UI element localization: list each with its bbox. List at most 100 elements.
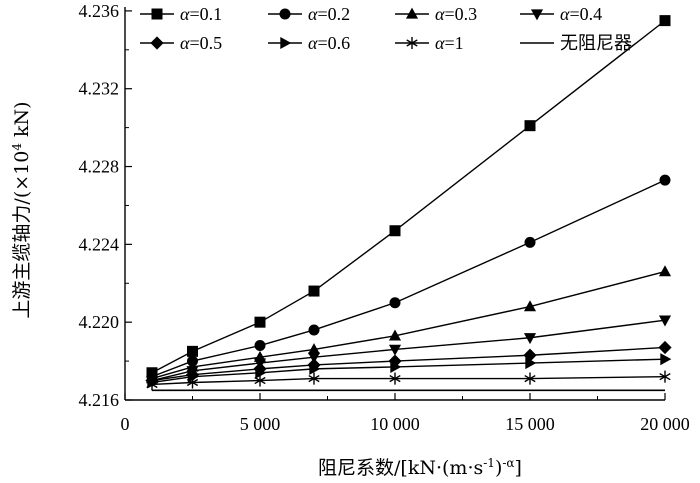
legend-marker <box>151 8 163 20</box>
legend-label-symbol: α <box>435 4 445 24</box>
legend-label-value: =1 <box>444 33 463 53</box>
series-0-point <box>254 316 266 328</box>
x-tick-label: 5 000 <box>240 414 281 434</box>
legend-item-3: α=0.4 <box>520 4 602 24</box>
legend-item-6: α=1 <box>395 33 464 53</box>
x-axis-title-main: 阻尼系数/[kN·(m·s <box>318 457 483 479</box>
series-6-point <box>254 374 266 387</box>
legend-label: α=0.4 <box>560 4 602 24</box>
series-3-point <box>658 315 672 327</box>
series-1-point <box>659 174 671 186</box>
series-5-point <box>255 366 267 379</box>
y-tick-label: 4.228 <box>79 157 120 177</box>
series-1-point <box>254 340 266 352</box>
legend-label: α=1 <box>435 33 464 53</box>
legend-marker <box>530 9 544 21</box>
legend-label-value: =0.1 <box>189 4 222 24</box>
x-tick-label: 10 000 <box>370 414 420 434</box>
legend-item-4: α=0.5 <box>140 33 222 53</box>
legend-label-symbol: α <box>308 4 318 24</box>
series-3-point <box>523 333 537 345</box>
series-4-point <box>523 348 537 362</box>
legend-label-value: 无阻尼器 <box>560 33 632 53</box>
legend-label: α=0.6 <box>308 33 350 53</box>
x-axis-title-sup2: -α <box>502 456 514 470</box>
asterisk-stroke <box>389 374 401 383</box>
series-0-point <box>308 285 320 297</box>
series-2-point <box>307 343 321 355</box>
y-tick-label: 4.224 <box>79 234 120 254</box>
series-0-point <box>187 345 198 357</box>
x-axis-title-end: ] <box>515 457 522 479</box>
series-2-point <box>388 329 402 341</box>
legend-label-symbol: α <box>308 33 318 53</box>
legend-item-2: α=0.3 <box>395 4 477 24</box>
y-tick-label: 4.232 <box>79 79 120 99</box>
series-5-point <box>309 362 321 375</box>
series-2-point <box>658 265 672 277</box>
legend-marker <box>150 36 164 50</box>
y-axis-title-main: 上游主缆轴力/(×10 <box>11 151 33 319</box>
asterisk-stroke <box>524 374 536 383</box>
asterisk-stroke <box>406 39 418 47</box>
series-5-point <box>525 356 537 370</box>
legend-label: α=0.3 <box>435 4 477 24</box>
y-tick-label: 4.216 <box>79 390 120 410</box>
legend-label-symbol: α <box>560 4 570 24</box>
series-2-point <box>523 300 537 312</box>
series-1-point <box>308 324 320 336</box>
x-tick-label: 15 000 <box>505 414 555 434</box>
legend-label: α=0.5 <box>180 33 222 53</box>
y-axis-title-end: kN) <box>11 101 33 143</box>
series-5-point <box>390 360 402 373</box>
legend-label-symbol: α <box>180 4 190 24</box>
legend-label: α=0.1 <box>180 4 222 24</box>
legend-label: α=0.2 <box>308 4 350 24</box>
series-6-point <box>186 376 199 389</box>
y-tick-label: 4.236 <box>79 1 120 21</box>
legend-label-value: =0.3 <box>444 4 477 24</box>
y-axis-title: 上游主缆轴力/(×104 kN) <box>10 101 33 318</box>
legend-marker <box>279 8 291 20</box>
series-3-point <box>307 352 321 364</box>
series-4-point <box>658 340 672 355</box>
series-0-point <box>524 120 536 132</box>
series-6-point <box>389 372 401 385</box>
legend-label-value: =0.2 <box>317 4 350 24</box>
series-6-point <box>308 372 320 385</box>
series-5-point <box>187 370 199 383</box>
legend-marker <box>405 7 419 19</box>
legend-item-1: α=0.2 <box>268 4 350 24</box>
asterisk-stroke <box>308 374 320 383</box>
series-0-point <box>389 225 401 237</box>
legend-label: 无阻尼器 <box>560 33 632 53</box>
series-0-point <box>659 15 671 27</box>
asterisk-stroke <box>186 378 199 387</box>
legend: α=0.1 α=0.2 α=0.3 α=0.4α=0.5 α=0.6 α=1 无阻尼器 <box>140 4 632 53</box>
series-6-point <box>146 378 158 391</box>
series-6-point <box>659 370 671 383</box>
asterisk-stroke <box>659 373 671 381</box>
series-1-point <box>389 297 401 309</box>
legend-item-0: α=0.1 <box>140 4 222 24</box>
asterisk-stroke <box>146 380 158 389</box>
legend-label-symbol: α <box>435 33 445 53</box>
series-5-point <box>660 353 672 366</box>
legend-label-value: =0.5 <box>189 33 222 53</box>
x-tick-label: 0 <box>121 414 130 434</box>
legend-label-value: =0.6 <box>317 33 350 53</box>
series-6-point <box>524 372 536 385</box>
legend-item-5: α=0.6 <box>268 33 350 53</box>
legend-marker <box>406 36 418 50</box>
series-1-point <box>524 236 536 248</box>
series-markers <box>145 15 672 391</box>
legend-label-value: =0.4 <box>569 4 602 24</box>
y-tick-label: 4.220 <box>79 312 120 332</box>
legend-item-7: 无阻尼器 <box>520 33 632 53</box>
asterisk-stroke <box>254 376 266 385</box>
legend-label-symbol: α <box>180 33 190 53</box>
legend-marker <box>280 36 292 50</box>
x-axis-title-mid: ) <box>495 457 502 479</box>
